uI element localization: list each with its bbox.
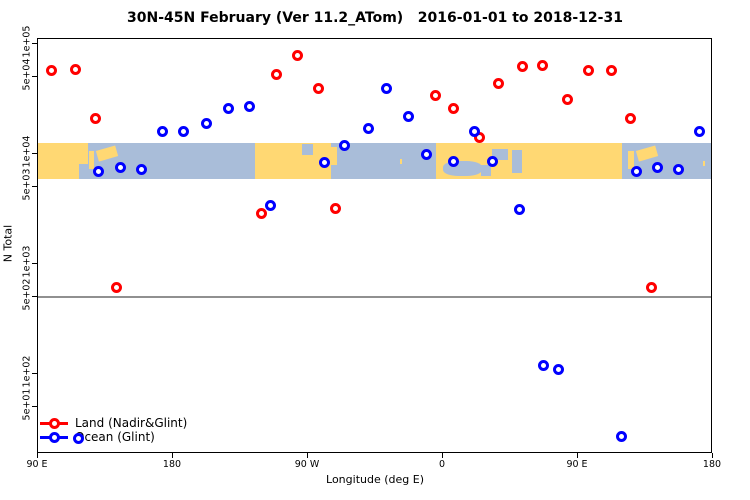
y-tick-label: 5e+04 — [21, 58, 33, 91]
data-point-ocean — [115, 162, 126, 174]
data-point-land — [646, 282, 657, 294]
data-point-ocean — [265, 200, 276, 212]
data-point-ocean — [92, 165, 104, 177]
x-axis-label: Longitude (deg E) — [326, 473, 424, 486]
x-axis-tick — [442, 453, 443, 458]
map-sea-patch — [79, 163, 88, 180]
data-point-land — [448, 102, 459, 114]
data-point-ocean — [73, 432, 84, 444]
x-tick-label: 90 W — [294, 459, 320, 470]
data-point-ocean — [631, 165, 642, 177]
data-point-ocean — [319, 157, 330, 169]
y-axis-tick — [32, 153, 37, 154]
data-point-ocean — [694, 126, 705, 138]
legend-land-line — [40, 417, 68, 429]
data-point-ocean — [469, 126, 480, 138]
y-tick-label: 5e+03 — [21, 168, 33, 201]
data-point-land — [605, 64, 617, 76]
y-axis-tick — [32, 186, 37, 188]
y-axis-tick — [32, 263, 37, 264]
data-point-ocean — [514, 204, 525, 216]
reference-line — [38, 296, 711, 299]
map-sea-patch — [302, 144, 313, 156]
map-land-segment — [254, 142, 331, 180]
data-point-land — [583, 65, 594, 77]
y-tick-label: 5e+02 — [21, 278, 33, 311]
x-tick-label: 180 — [702, 459, 722, 470]
data-point-land — [430, 90, 441, 102]
chart-title: 30N-45N February (Ver 11.2_ATom) 2016-01… — [127, 10, 623, 26]
data-point-ocean — [380, 83, 392, 95]
data-point-land — [292, 50, 303, 62]
legend-entry-land: Land (Nadir&Glint) — [40, 416, 187, 430]
y-axis-tick — [32, 406, 37, 408]
data-point-ocean — [403, 110, 414, 122]
y-axis-tick — [32, 43, 37, 44]
data-point-land — [536, 59, 548, 71]
x-tick-label: 90 E — [26, 459, 48, 470]
legend-ocean-label: Ocean (Glint) — [75, 430, 155, 444]
map-land-segment — [96, 145, 119, 162]
plot-area: Land (Nadir&Glint) Ocean (Glint) — [37, 38, 712, 453]
x-axis-tick — [37, 453, 38, 458]
data-point-land — [562, 94, 573, 106]
map-sea-patch — [512, 150, 522, 174]
y-axis-tick — [32, 296, 37, 298]
x-axis-tick — [712, 453, 713, 458]
data-point-ocean — [200, 117, 212, 129]
data-point-land — [89, 113, 101, 125]
map-land-segment — [702, 161, 705, 167]
data-point-land — [329, 202, 341, 214]
y-axis-tick — [32, 373, 37, 374]
data-point-land — [493, 77, 504, 89]
x-axis-tick — [307, 453, 308, 458]
data-point-land — [313, 83, 324, 95]
data-point-ocean — [553, 363, 564, 375]
x-tick-label: 0 — [438, 459, 446, 470]
data-point-land — [110, 282, 122, 294]
map-land-segment — [628, 150, 634, 170]
data-point-ocean — [178, 126, 189, 138]
data-point-ocean — [136, 163, 147, 175]
legend-land-label: Land (Nadir&Glint) — [75, 416, 188, 430]
map-sea-patch — [480, 164, 491, 177]
data-point-ocean — [338, 139, 350, 151]
data-point-ocean — [616, 431, 627, 443]
data-point-ocean — [538, 359, 549, 371]
data-point-ocean — [244, 101, 255, 113]
world-map-band — [38, 142, 711, 180]
data-point-land — [625, 113, 636, 125]
data-point-ocean — [362, 123, 374, 135]
x-axis-tick — [577, 453, 578, 458]
map-land-segment — [635, 145, 658, 162]
data-point-ocean — [448, 156, 459, 168]
data-point-land — [46, 65, 57, 77]
data-point-ocean — [157, 126, 168, 138]
data-point-ocean — [421, 149, 432, 161]
legend-ocean-line — [40, 431, 68, 443]
data-point-ocean — [487, 156, 498, 168]
map-land-segment — [330, 146, 337, 165]
map-land-segment — [89, 150, 95, 170]
map-land-segment — [399, 159, 402, 165]
data-point-land — [517, 60, 528, 72]
data-point-ocean — [652, 162, 663, 174]
x-tick-label: 90 E — [566, 459, 588, 470]
legend-land-marker-icon — [49, 417, 60, 429]
legend-ocean-marker-icon — [49, 431, 60, 443]
legend: Land (Nadir&Glint) Ocean (Glint) — [40, 416, 187, 444]
legend-entry-ocean: Ocean (Glint) — [40, 430, 187, 444]
y-axis-tick — [32, 76, 37, 78]
data-point-land — [70, 63, 81, 75]
data-point-land — [271, 68, 282, 80]
data-point-land — [256, 207, 267, 219]
y-axis-label: N Total — [1, 224, 15, 263]
data-point-ocean — [673, 163, 684, 175]
x-tick-label: 180 — [162, 459, 182, 470]
x-axis-tick — [172, 453, 173, 458]
data-point-ocean — [223, 102, 234, 114]
map-sea-patch — [491, 148, 508, 161]
y-tick-label: 5e+01 — [21, 388, 33, 421]
